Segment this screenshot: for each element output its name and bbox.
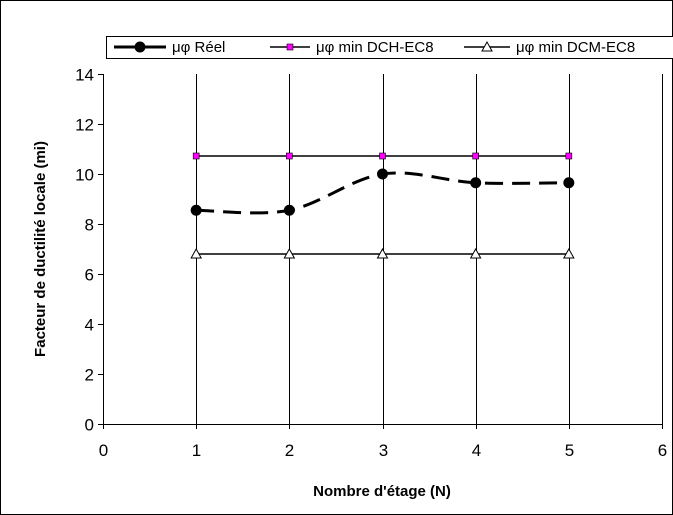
legend-label: μφ min DCM-EC8 bbox=[516, 39, 635, 56]
legend: μφ Réel μφ min DCH-EC8 μφ min DCM-EC8 bbox=[106, 36, 673, 59]
x-tick-label: 5 bbox=[565, 441, 574, 460]
y-tick-label: 4 bbox=[85, 316, 94, 335]
legend-item-2: μφ min DCM-EC8 bbox=[464, 39, 635, 56]
data-point bbox=[377, 168, 388, 180]
y-tick-label: 2 bbox=[85, 366, 94, 385]
legend-marker bbox=[481, 40, 493, 52]
series-0 bbox=[190, 168, 575, 216]
legend-label: μφ Réel bbox=[172, 39, 225, 56]
data-point bbox=[190, 204, 202, 216]
data-point bbox=[379, 152, 386, 160]
y-tick-label: 10 bbox=[75, 166, 94, 185]
data-point bbox=[286, 152, 293, 160]
x-tick-label: 0 bbox=[99, 441, 108, 460]
x-tick-label: 1 bbox=[192, 441, 201, 460]
data-point bbox=[562, 247, 575, 259]
x-tick-label: 3 bbox=[379, 441, 388, 460]
data-point bbox=[472, 152, 479, 160]
data-point bbox=[283, 247, 296, 259]
series-1 bbox=[192, 152, 573, 160]
y-tick-label: 6 bbox=[85, 266, 94, 285]
data-point bbox=[190, 247, 203, 259]
legend-marker bbox=[134, 41, 146, 53]
x-tick-label: 4 bbox=[472, 441, 481, 460]
data-point bbox=[470, 177, 482, 189]
data-point bbox=[469, 247, 482, 259]
axes bbox=[98, 74, 663, 429]
data-point bbox=[565, 152, 573, 160]
x-tick-label: 2 bbox=[285, 441, 294, 460]
x-tick-label: 6 bbox=[658, 441, 667, 460]
legend-marker bbox=[286, 43, 294, 51]
series-2 bbox=[190, 247, 575, 259]
legend-label: μφ min DCH-EC8 bbox=[316, 39, 434, 56]
y-axis-title: Facteur de ductilité locale (mi) bbox=[32, 141, 49, 357]
y-tick-label: 14 bbox=[75, 66, 94, 85]
data-point bbox=[563, 177, 575, 189]
x-axis-title: Nombre d'étage (N) bbox=[313, 483, 451, 500]
series bbox=[190, 152, 575, 259]
data-point bbox=[283, 204, 295, 216]
legend-item-0: μφ Réel bbox=[114, 39, 225, 56]
legend-item-1: μφ min DCH-EC8 bbox=[270, 39, 434, 56]
y-tick-label: 8 bbox=[85, 216, 94, 235]
y-tick-label: 0 bbox=[85, 416, 94, 435]
data-point bbox=[376, 247, 389, 259]
data-point bbox=[192, 152, 200, 160]
legend-box bbox=[106, 36, 673, 59]
y-tick-label: 12 bbox=[75, 116, 94, 135]
